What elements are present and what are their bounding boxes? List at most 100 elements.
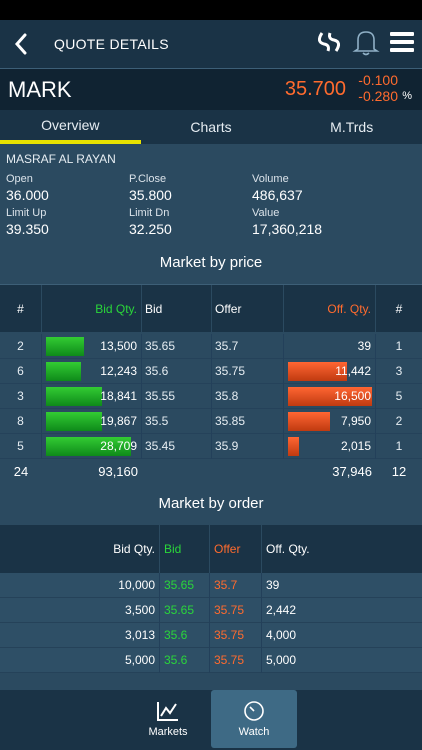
off-qty-bar — [288, 362, 347, 381]
symbol-header: MARK 35.700 -0.100 -0.280 % — [0, 68, 422, 110]
off-count: 5 — [395, 389, 403, 403]
off-qty-cell: 7,950 — [284, 409, 376, 434]
status-bar — [0, 0, 422, 20]
offer-price: 35.85 — [212, 409, 284, 434]
mbo-title: Market by order — [158, 495, 264, 512]
off-count: 1 — [395, 439, 403, 453]
mbp-row[interactable]: 6 12,243 35.6 35.75 11,442 3 — [0, 359, 422, 384]
top-nav: QUOTE DETAILS — [0, 20, 422, 68]
stat-pclose: P.Close 35.800 — [129, 172, 252, 204]
stat-value: 17,360,218 — [252, 221, 323, 237]
mbo-row[interactable]: 5,000 35.6 35.75 5,000 — [0, 648, 422, 673]
bid-qty-bar — [46, 437, 132, 456]
mbo-off-qty: 4,000 — [266, 628, 297, 642]
tab-mtrds[interactable]: M.Trds — [330, 119, 374, 135]
bid-qty-cell: 18,841 — [42, 384, 142, 409]
mbo-col-offer: Offer — [210, 525, 262, 573]
chart-icon — [157, 702, 178, 721]
tab-overview[interactable]: Overview — [0, 110, 141, 144]
mbp-col-bid: Bid — [142, 285, 212, 333]
mbp-col-offer: Offer — [212, 285, 284, 333]
stat-value: 36.000 — [6, 187, 49, 203]
link-icon[interactable] — [314, 27, 344, 62]
off-qty-cell: 2,015 — [284, 434, 376, 459]
tab-charts[interactable]: Charts — [190, 119, 232, 135]
mbo-offer: 35.75 — [210, 623, 262, 648]
tab-bar: Overview Charts M.Trds — [0, 110, 422, 144]
bid-price: 35.5 — [142, 409, 212, 434]
mbo-row[interactable]: 3,500 35.65 35.75 2,442 — [0, 598, 422, 623]
offer-price: 35.8 — [212, 384, 284, 409]
bid-count: 6 — [0, 359, 42, 384]
change-value: -0.100 — [358, 72, 398, 88]
menu-icon[interactable] — [388, 30, 416, 59]
bid-price: 35.65 — [142, 334, 212, 359]
back-chevron-icon — [14, 33, 27, 55]
symbol-code: MARK — [8, 76, 72, 102]
stat-value: 486,637 — [252, 187, 303, 203]
mbo-offer: 35.75 — [210, 598, 262, 623]
stat-value: 35.800 — [129, 187, 172, 203]
mbo-off-qty: 5,000 — [266, 653, 297, 667]
mbp-col-bid-qty: Bid Qty. — [42, 285, 142, 333]
stat-limit-up: Limit Up 39.350 — [6, 206, 129, 238]
stat-value-traded: Value 17,360,218 — [252, 206, 412, 238]
clock-icon — [244, 701, 264, 721]
off-qty-bar — [288, 387, 372, 406]
total-bid-qty: 93,160 — [98, 463, 138, 479]
bid-qty-bar — [46, 362, 82, 381]
mbp-row[interactable]: 5 28,709 35.45 35.9 2,015 1 — [0, 434, 422, 459]
pct-sign: % — [402, 90, 412, 102]
stats-grid: Open 36.000 P.Close 35.800 Volume 486,637 L… — [0, 172, 422, 238]
page-title: QUOTE DETAILS — [54, 36, 169, 52]
mbo-off-qty: 39 — [266, 578, 280, 592]
stat-label: Open — [6, 173, 33, 185]
bid-qty-cell: 19,867 — [42, 409, 142, 434]
stat-value: 39.350 — [6, 221, 49, 237]
mbo-row[interactable]: 10,000 35.65 35.7 39 — [0, 573, 422, 598]
mbo-offer: 35.7 — [210, 573, 262, 598]
mbo-bid-qty: 5,000 — [0, 648, 160, 673]
bid-qty-cell: 28,709 — [42, 434, 142, 459]
offer-price: 35.75 — [212, 359, 284, 384]
mbo-bid: 35.6 — [160, 648, 210, 673]
mbp-col-count2: # — [395, 302, 403, 316]
off-count: 2 — [395, 414, 403, 428]
back-button[interactable] — [0, 20, 42, 68]
mbp-row[interactable]: 3 18,841 35.55 35.8 16,500 5 — [0, 384, 422, 409]
mbo-offer: 35.75 — [210, 648, 262, 673]
stat-volume: Volume 486,637 — [252, 172, 412, 204]
off-qty: 39 — [357, 339, 371, 353]
stat-label: Limit Up — [6, 207, 47, 219]
bell-icon[interactable] — [352, 27, 380, 62]
bid-price: 35.6 — [142, 359, 212, 384]
off-qty-cell: 39 — [284, 334, 376, 359]
total-off-count: 12 — [391, 463, 407, 479]
bid-price: 35.55 — [142, 384, 212, 409]
mbo-row[interactable]: 3,013 35.6 35.75 4,000 — [0, 623, 422, 648]
total-off-qty: 37,946 — [332, 463, 372, 479]
mbp-header: # Bid Qty. Bid Offer Off. Qty. # — [0, 284, 422, 333]
bid-count: 3 — [0, 384, 42, 409]
bid-qty-bar — [46, 337, 84, 356]
mbp-row[interactable]: 8 19,867 35.5 35.85 7,950 2 — [0, 409, 422, 434]
bid-qty: 18,841 — [100, 389, 137, 403]
mbo-col-off-qty: Off. Qty. — [266, 542, 310, 556]
mbo-off-qty: 2,442 — [266, 603, 297, 617]
bid-qty-bar — [46, 412, 103, 431]
mbo-bid: 35.65 — [160, 573, 210, 598]
nav-watch[interactable]: Watch — [211, 690, 297, 748]
last-price: 35.700 — [284, 78, 346, 100]
mbo-header: Bid Qty. Bid Offer Off. Qty. — [0, 525, 422, 573]
mbp-rows: 2 13,500 35.65 35.7 39 1 6 12,243 35.6 35.75 11,44… — [0, 334, 422, 459]
off-qty-bar — [288, 437, 299, 456]
mbp-row[interactable]: 2 13,500 35.65 35.7 39 1 — [0, 334, 422, 359]
bid-qty-bar — [46, 387, 103, 406]
nav-markets[interactable]: Markets — [125, 690, 211, 748]
company-name: MASRAF AL RAYAN — [6, 152, 116, 166]
bid-qty-cell: 13,500 — [42, 334, 142, 359]
offer-price: 35.9 — [212, 434, 284, 459]
bid-qty: 13,500 — [100, 339, 137, 353]
off-qty: 2,015 — [340, 439, 371, 453]
nav-watch-label: Watch — [238, 726, 270, 738]
